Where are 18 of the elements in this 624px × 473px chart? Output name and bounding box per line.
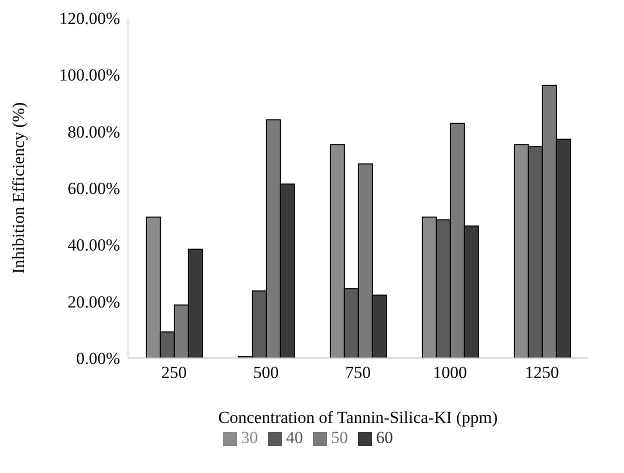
x-tick-label: 750 <box>345 363 371 382</box>
y-tick-label: 100.00% <box>59 66 120 85</box>
y-tick-label: 0.00% <box>76 349 120 368</box>
y-tick-label: 40.00% <box>68 236 120 255</box>
legend-label: 50 <box>331 428 348 447</box>
y-tick-label: 120.00% <box>59 9 120 28</box>
x-tick-label: 250 <box>161 363 187 382</box>
x-axis-title: Concentration of Tannin-Silica-KI (ppm) <box>218 408 498 427</box>
x-tick-label: 500 <box>253 363 279 382</box>
legend-label: 60 <box>376 428 393 447</box>
x-tick-label: 1250 <box>525 363 559 382</box>
y-axis-title: Inhibition Efficiency (%) <box>9 102 28 274</box>
legend-label: 30 <box>241 428 258 447</box>
y-tick-label: 60.00% <box>68 179 120 198</box>
legend-label: 40 <box>286 428 303 447</box>
y-tick-label: 80.00% <box>68 122 120 142</box>
y-tick-label: 20.00% <box>68 292 120 312</box>
x-tick-label: 1000 <box>433 363 467 382</box>
